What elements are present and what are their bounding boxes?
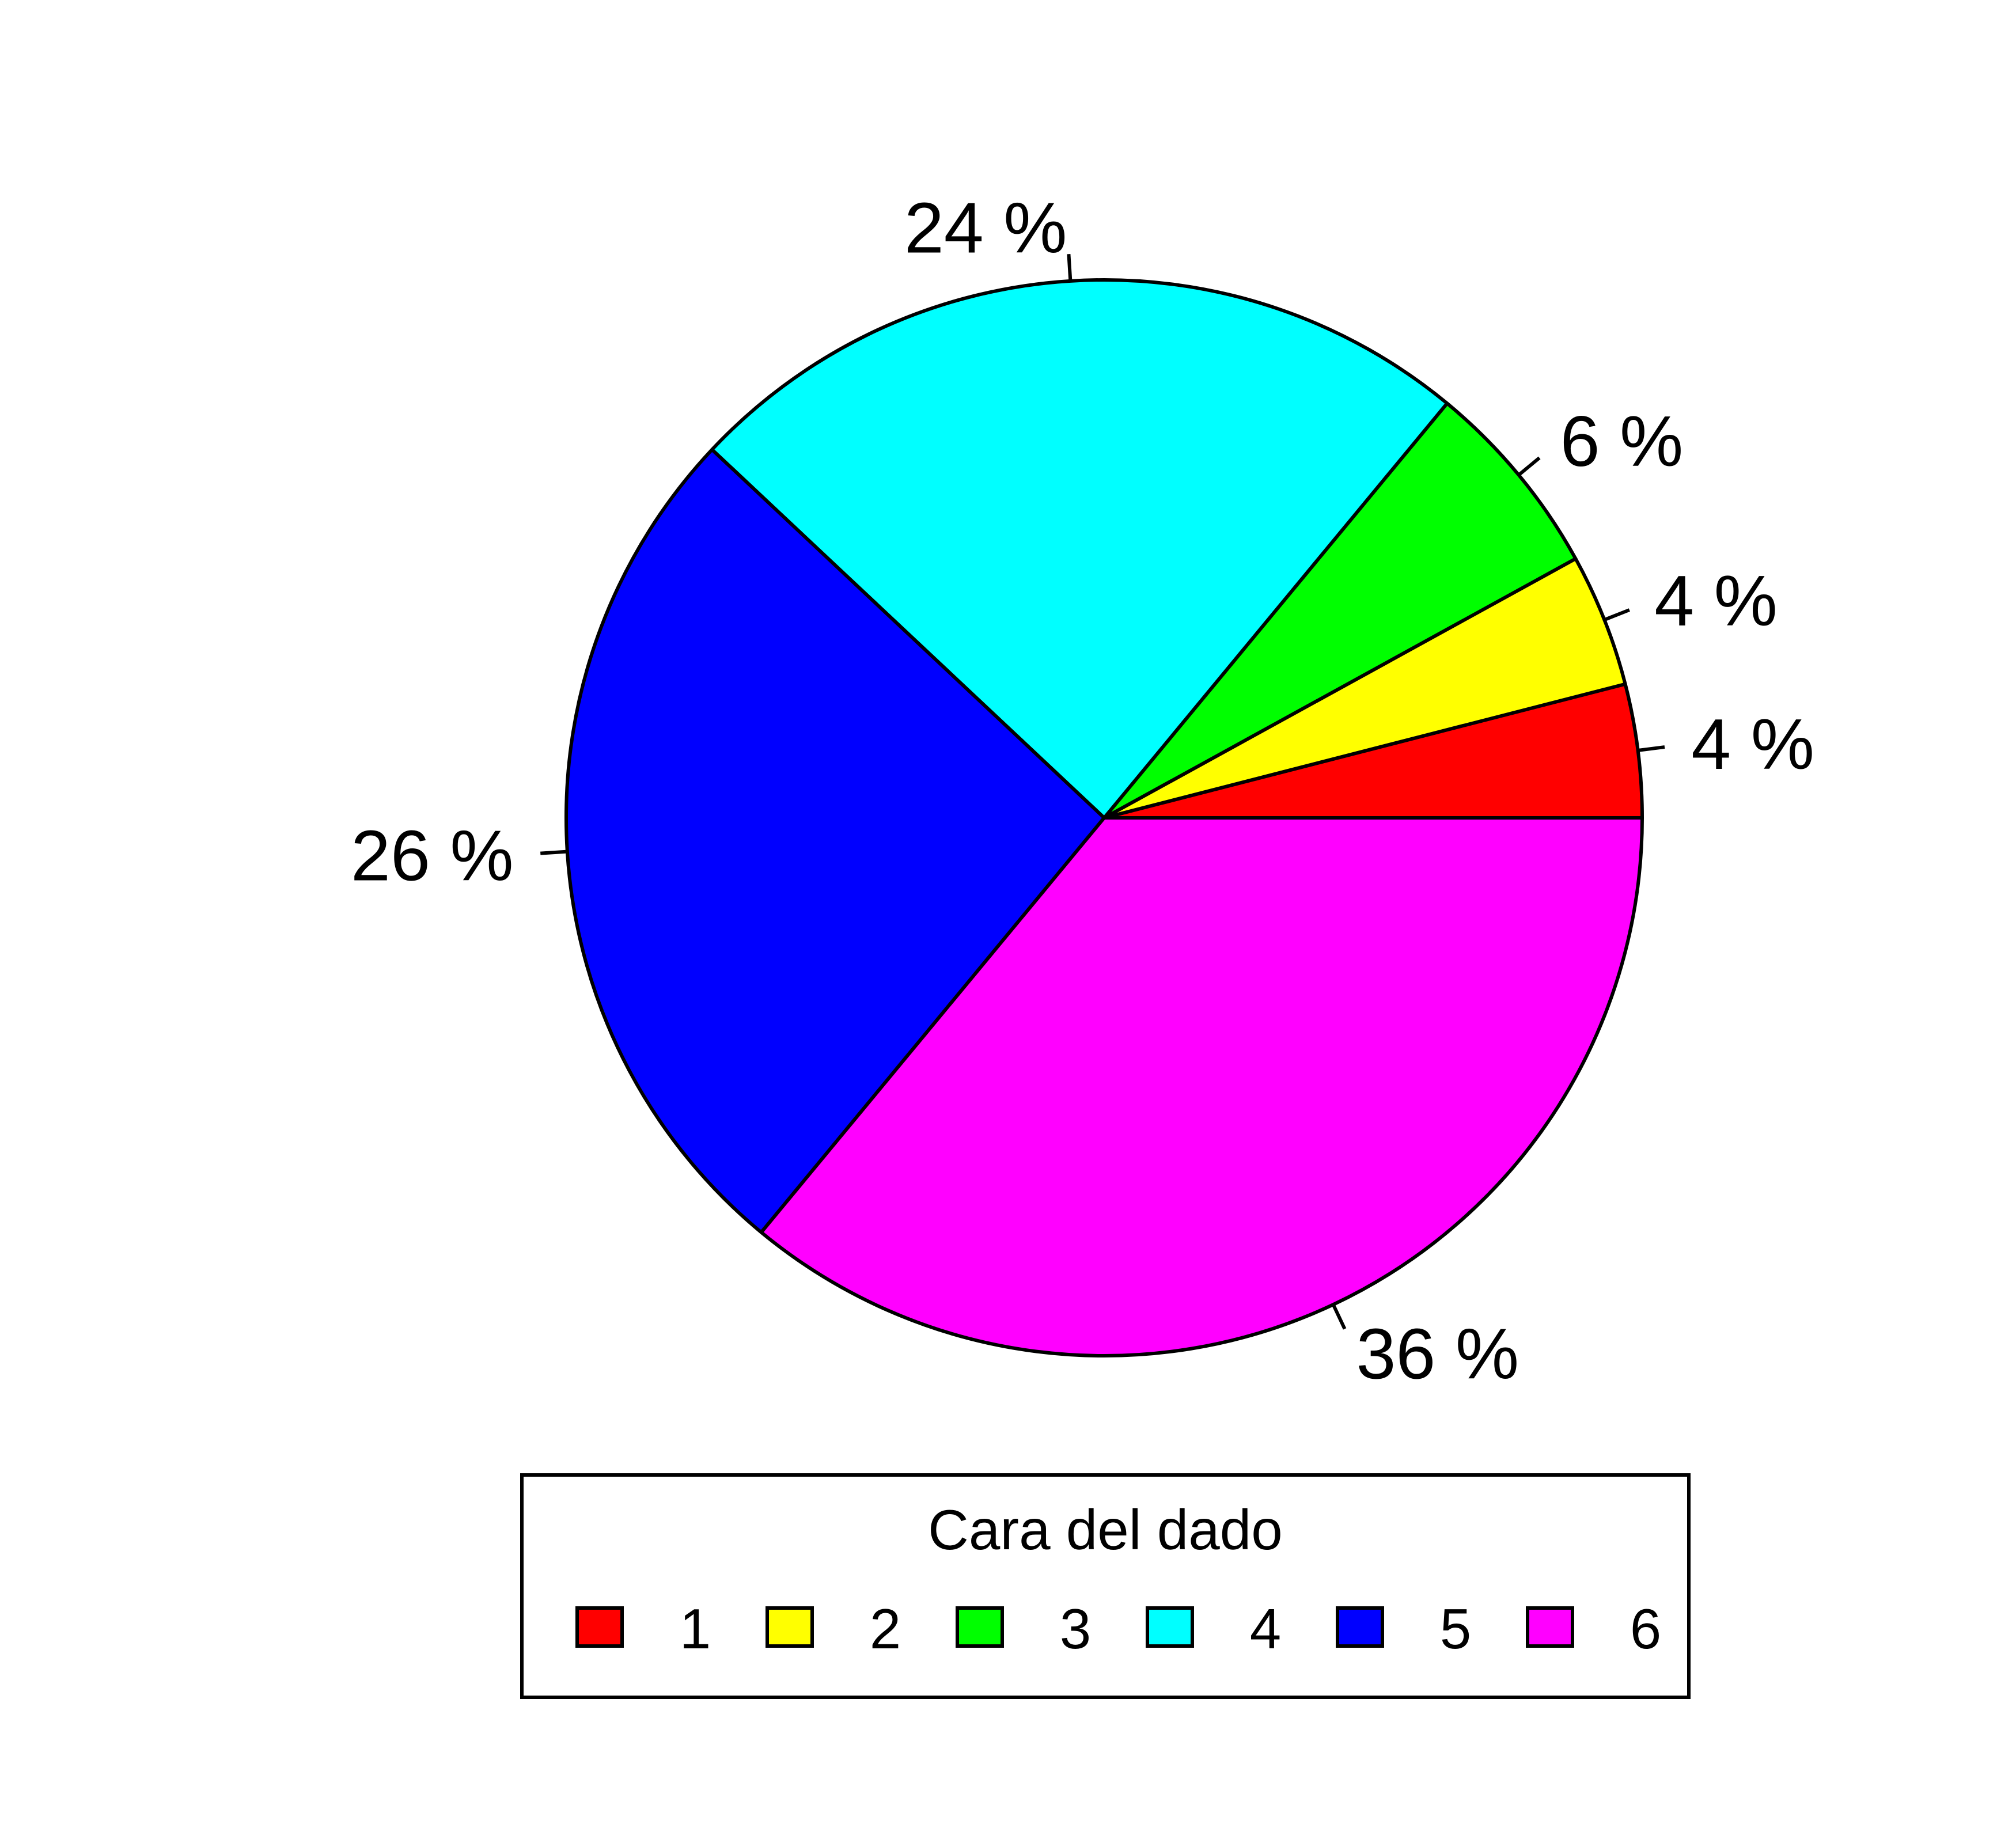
- legend-title: Cara del dado: [928, 1498, 1283, 1561]
- legend-swatch-5: [1336, 1606, 1384, 1648]
- legend-label-1: 1: [680, 1597, 711, 1660]
- pie-label-ticks: [540, 254, 1665, 1330]
- pie-label-tick-2: [1604, 608, 1630, 621]
- legend-label-4: 4: [1250, 1597, 1282, 1660]
- pie-label-tick-4: [1067, 254, 1073, 282]
- legend: Cara del dado 1 2 3 4 5 6: [520, 1473, 1691, 1699]
- pie-label-6: 36 %: [1356, 1315, 1519, 1394]
- legend-frame: [520, 1473, 1691, 1699]
- pie-label-5: 26 %: [351, 817, 514, 896]
- pie-label-4: 24 %: [904, 189, 1067, 268]
- legend-swatch-6: [1526, 1606, 1574, 1648]
- pie-slice-3: [1102, 401, 1578, 820]
- pie-label-tick-1: [1638, 745, 1665, 752]
- pie-label-tick-6: [1331, 1303, 1347, 1330]
- legend-swatch-3: [956, 1606, 1004, 1648]
- legend-label-3: 3: [1060, 1597, 1092, 1660]
- pie-slices: [564, 278, 1644, 1357]
- legend-items: 1 2 3 4 5 6: [575, 1597, 1662, 1660]
- legend-swatch-1: [575, 1606, 624, 1648]
- pie-label-3: 6 %: [1560, 402, 1684, 481]
- legend-swatch-2: [766, 1606, 814, 1648]
- pie-labels: 4 % 4 % 6 % 24 % 26 % 36 %: [351, 189, 1814, 1394]
- pie-label-tick-5: [540, 850, 568, 855]
- legend-label-6: 6: [1630, 1597, 1662, 1660]
- pie-label-1: 4 %: [1691, 705, 1814, 784]
- pie-slice-6: [759, 816, 1644, 1357]
- pie-label-2: 4 %: [1654, 562, 1778, 641]
- legend-label-5: 5: [1440, 1597, 1472, 1660]
- pie-label-tick-3: [1517, 456, 1541, 476]
- pie-slice-4: [710, 278, 1449, 820]
- legend-label-2: 2: [870, 1597, 901, 1660]
- legend-swatch-4: [1146, 1606, 1194, 1648]
